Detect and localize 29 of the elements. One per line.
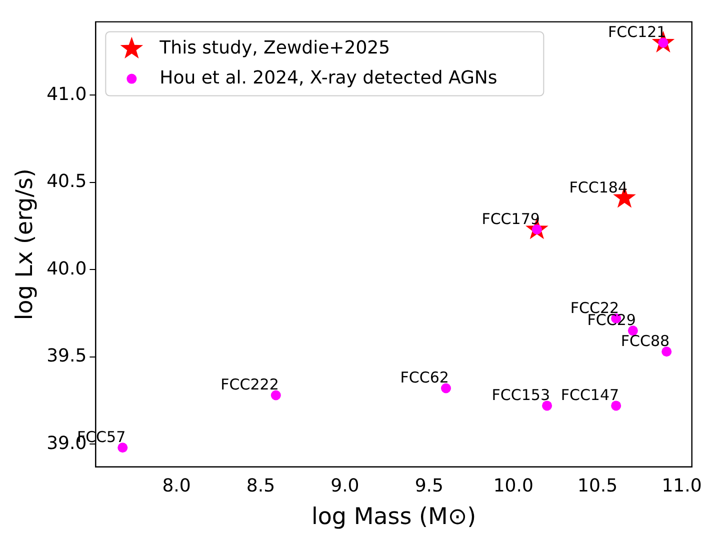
annotation: FCC88 (620, 332, 670, 350)
annotation: FCC62 (400, 368, 449, 387)
y-tick-label: 40.5 (46, 171, 87, 192)
legend-label: This study, Zewdie+2025 (158, 37, 390, 58)
y-tick-label: 41.0 (46, 84, 87, 105)
x-tick-label: 10.0 (493, 475, 534, 496)
x-tick-label: 9.0 (330, 475, 360, 496)
x-tick-label: 9.5 (414, 475, 444, 496)
x-tick-label: 8.0 (162, 475, 191, 496)
annotation: FCC147 (560, 386, 620, 404)
annotation: FCC222 (220, 376, 279, 394)
annotation: FCC153 (492, 386, 550, 404)
point (542, 400, 552, 411)
point (611, 400, 622, 411)
x-tick-label: 8.5 (246, 475, 276, 496)
annotation: FCC121 (608, 23, 666, 42)
x-tick-label: 11.0 (662, 475, 702, 496)
legend-label: Hou et al. 2024, X-ray detected AGNs (160, 67, 498, 88)
annotation: FCC179 (482, 210, 540, 228)
point (662, 346, 672, 357)
y-axis-title: log Lx (erg/s) (12, 168, 38, 320)
x-tick-label: 10.5 (578, 475, 618, 496)
annotation: FCC184 (569, 178, 628, 196)
x-axis-title: log Mass (M⊙) (311, 504, 476, 530)
point (440, 383, 451, 394)
y-tick-label: 40.0 (46, 258, 87, 280)
point (118, 442, 128, 453)
y-tick-label: 39.5 (46, 346, 87, 367)
point (270, 390, 281, 400)
